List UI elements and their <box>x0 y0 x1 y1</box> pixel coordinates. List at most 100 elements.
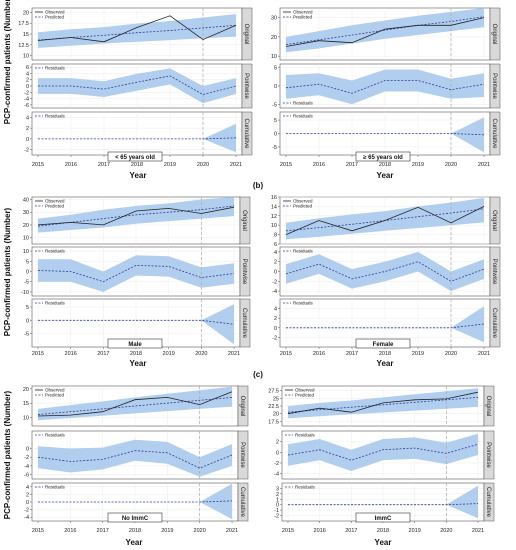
y-tick-label: 0 <box>274 270 277 276</box>
y-tick-label: 10 <box>271 54 277 60</box>
prediction-band <box>38 386 232 421</box>
residuals-series <box>285 80 485 94</box>
facet-cumulative: -2 0 2 4 Cumulative Residuals <box>24 111 253 156</box>
y-tick-label: 4 <box>26 485 29 491</box>
x-tick-label: 2020 <box>195 351 207 357</box>
prediction-band <box>286 197 484 240</box>
x-tick-label: 2020 <box>445 351 457 357</box>
x-tick-label: 2021 <box>228 351 240 357</box>
y-tick-label: -4 <box>272 289 277 295</box>
facet-strip-label: Cumulative <box>485 487 491 518</box>
facet-pointwise: -4 -2 0 2 4 Pointwise Residuals <box>272 246 501 297</box>
facet-strip: Cumulative <box>237 482 249 522</box>
y-tick-label: 10 <box>23 54 29 60</box>
facet-strip-box <box>239 196 251 245</box>
y-tick-label: -2 <box>24 148 29 154</box>
legend-observed-label: Observed <box>293 199 313 204</box>
y-tick-label: 5 <box>274 118 277 124</box>
facet-pointwise: -4 -2 0 2 Pointwise Residuals <box>274 430 495 480</box>
y-tick-label: 10 <box>23 249 29 255</box>
y-tick-label: 0 <box>26 446 29 452</box>
y-tick-label: -5 <box>24 332 29 338</box>
x-tick-label: 2016 <box>65 351 77 357</box>
residuals-series <box>286 133 485 136</box>
x-axis-title-r2-left: Year <box>130 359 147 368</box>
y-tick-label: 10 <box>271 223 277 229</box>
legend-residuals-label: Residuals <box>295 485 316 490</box>
group-label-box <box>107 338 163 349</box>
facet-strip-label: Cumulative <box>243 118 249 149</box>
group-label: ImmC <box>355 512 411 523</box>
y-tick-label: 14 <box>271 204 277 210</box>
x-tick-label: 2021 <box>472 528 484 534</box>
x-tick-label: 2016 <box>313 351 325 357</box>
legend-predicted-label: Predicted <box>45 393 65 398</box>
y-tick-label: 2 <box>26 126 29 132</box>
group-label-text: ≥ 65 years old <box>363 155 403 161</box>
y-tick-label: -2 <box>274 461 279 467</box>
facet-strip-label: Pointwise <box>491 73 497 99</box>
facet-strip-label: Pointwise <box>491 259 497 285</box>
group-label-box <box>355 338 411 349</box>
facet-strip-label: Original <box>241 210 247 231</box>
legend: Residuals <box>285 433 316 438</box>
facet-strip: Original <box>489 196 501 245</box>
y-tick-label: 20 <box>273 412 279 418</box>
facet-pointwise: -5 0 5 Pointwise Residuals <box>272 63 501 109</box>
panel-label-c: (c) <box>253 370 263 379</box>
facet-strip: Pointwise <box>489 246 501 297</box>
prediction-band <box>38 68 236 104</box>
y-tick-label: 27.5 <box>268 389 279 395</box>
group-label-text: Male <box>128 342 142 348</box>
x-tick-label: 2018 <box>130 351 142 357</box>
residuals-series <box>38 500 233 503</box>
facet-cumulative: -5 0 5 Cumulative Residuals <box>272 111 501 156</box>
legend: Residuals <box>35 114 66 119</box>
y-tick-label: -5 <box>272 145 277 151</box>
facet-strip-box <box>239 298 251 348</box>
facet-strip-box <box>489 196 501 245</box>
group-label-text: No ImmC <box>122 516 149 522</box>
facet-strip-box <box>237 385 249 427</box>
y-tick-label: 1 <box>276 497 279 503</box>
legend-observed-label: Observed <box>293 10 313 15</box>
y-tick-label: 0 <box>274 326 277 332</box>
facet-strip-box <box>489 63 501 109</box>
facet-strip: Pointwise <box>239 246 251 297</box>
y-tick-label: 16 <box>271 195 277 201</box>
x-tick-label: 2017 <box>97 351 109 357</box>
y-tick-label: -2 <box>274 514 279 520</box>
legend-residuals-label: Residuals <box>293 101 314 106</box>
y-tick-label: 0 <box>276 450 279 456</box>
y-tick-label: 10 <box>23 236 29 242</box>
group-label-text: Female <box>373 342 394 348</box>
facet-strip: Original <box>489 7 501 61</box>
residuals-series <box>38 137 237 140</box>
observed-series <box>37 391 233 417</box>
facet-strip-box <box>489 246 501 297</box>
facet-strip-label: Original <box>491 210 497 231</box>
group-label-box <box>107 512 163 523</box>
y-tick-label: 0 <box>26 270 29 276</box>
x-tick-label: 2019 <box>412 162 424 168</box>
residuals-series <box>287 443 479 461</box>
legend-predicted-label: Predicted <box>293 204 313 209</box>
x-tick-label: 2019 <box>163 351 175 357</box>
group-label: No ImmC <box>107 512 163 523</box>
x-tick-label: 2017 <box>98 162 110 168</box>
legend-observed-label: Observed <box>295 388 315 393</box>
facet-strip-label: Original <box>239 396 245 417</box>
facet-strip-box <box>489 7 501 61</box>
y-tick-label: 4 <box>274 307 277 313</box>
group-label-box <box>355 151 411 162</box>
